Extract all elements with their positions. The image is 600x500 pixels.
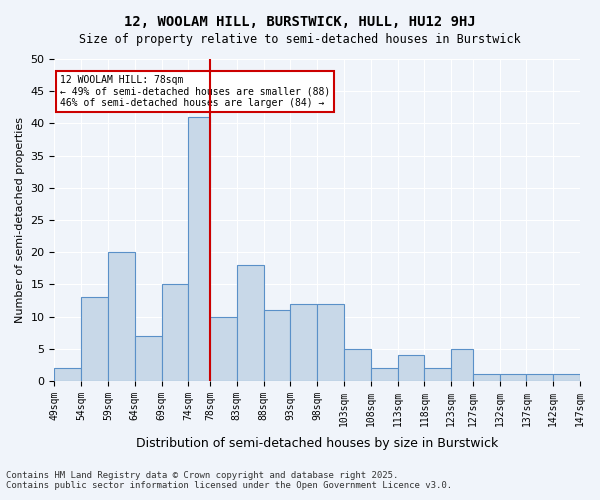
Y-axis label: Number of semi-detached properties: Number of semi-detached properties xyxy=(15,117,25,323)
Bar xyxy=(553,374,580,381)
Bar xyxy=(500,374,526,381)
Bar xyxy=(55,368,81,381)
Bar xyxy=(290,304,317,381)
Bar xyxy=(424,368,451,381)
Bar xyxy=(344,348,371,381)
Bar xyxy=(237,265,263,381)
Bar xyxy=(263,310,290,381)
Bar xyxy=(371,368,398,381)
Bar xyxy=(188,117,210,381)
Text: Contains HM Land Registry data © Crown copyright and database right 2025.
Contai: Contains HM Land Registry data © Crown c… xyxy=(6,470,452,490)
Bar xyxy=(473,374,500,381)
Bar xyxy=(81,297,108,381)
Bar xyxy=(398,355,424,381)
Bar xyxy=(135,336,161,381)
Text: 12 WOOLAM HILL: 78sqm
← 49% of semi-detached houses are smaller (88)
46% of semi: 12 WOOLAM HILL: 78sqm ← 49% of semi-deta… xyxy=(60,75,330,108)
X-axis label: Distribution of semi-detached houses by size in Burstwick: Distribution of semi-detached houses by … xyxy=(136,437,499,450)
Bar xyxy=(451,348,473,381)
Text: Size of property relative to semi-detached houses in Burstwick: Size of property relative to semi-detach… xyxy=(79,32,521,46)
Bar xyxy=(210,316,237,381)
Bar xyxy=(317,304,344,381)
Text: 12, WOOLAM HILL, BURSTWICK, HULL, HU12 9HJ: 12, WOOLAM HILL, BURSTWICK, HULL, HU12 9… xyxy=(124,15,476,29)
Bar xyxy=(161,284,188,381)
Bar xyxy=(526,374,553,381)
Bar xyxy=(108,252,135,381)
